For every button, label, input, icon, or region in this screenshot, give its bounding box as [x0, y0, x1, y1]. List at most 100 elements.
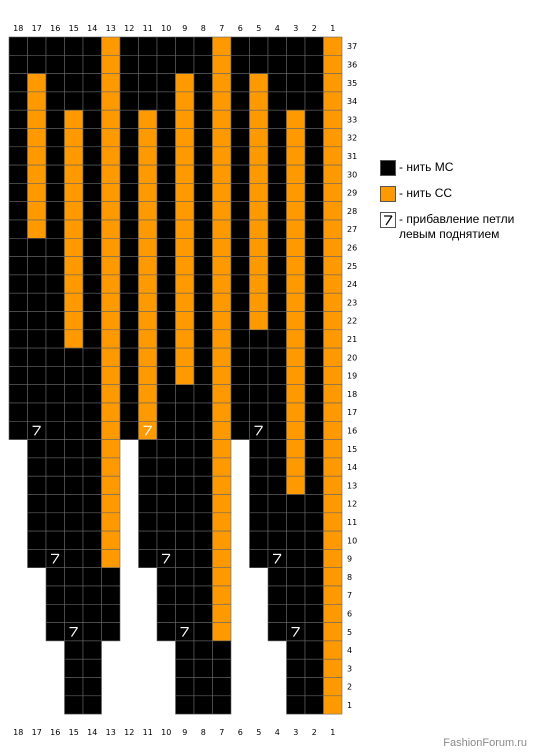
legend-increase: - прибавление петли левым поднятием — [380, 212, 514, 242]
mc-stitch-cell — [45, 494, 65, 514]
mc-stitch-cell — [230, 128, 250, 148]
mc-stitch-cell — [119, 128, 139, 148]
mc-stitch-cell — [119, 164, 139, 184]
mc-stitch-cell — [286, 73, 306, 93]
mc-stitch-cell — [82, 439, 102, 459]
cc-stitch-cell — [286, 238, 306, 257]
cc-stitch-cell — [27, 73, 47, 93]
cc-stitch-cell — [212, 329, 232, 349]
mc-stitch-cell — [82, 201, 102, 221]
mc-stitch-cell — [82, 567, 102, 587]
cc-stitch-cell — [323, 219, 343, 239]
mc-stitch-cell — [8, 311, 28, 331]
mc-stitch-cell — [8, 238, 28, 257]
cc-stitch-cell — [64, 329, 84, 349]
mc-stitch-cell — [175, 658, 195, 678]
cc-stitch-cell — [249, 146, 269, 166]
mc-stitch-cell — [64, 36, 84, 56]
mc-stitch-cell — [64, 420, 84, 440]
mc-stitch-cell — [138, 549, 158, 569]
cc-stitch-cell — [64, 164, 84, 184]
mc-stitch-cell — [304, 603, 324, 623]
mc-stitch-cell — [193, 183, 213, 202]
mc-stitch-cell — [82, 402, 102, 422]
mc-stitch-cell — [230, 91, 250, 111]
mc-stitch-cell — [230, 164, 250, 184]
mc-stitch-cell — [267, 347, 287, 367]
cc-stitch-cell — [323, 420, 343, 440]
mc-stitch-cell — [156, 274, 176, 294]
mc-stitch-cell — [304, 183, 324, 202]
mc-stitch-cell — [193, 457, 213, 477]
mc-stitch-cell — [119, 73, 139, 93]
cc-stitch-cell — [27, 164, 47, 184]
mc-stitch-cell — [8, 73, 28, 93]
mc-stitch-cell — [193, 402, 213, 422]
cc-stitch-cell — [323, 274, 343, 294]
mc-stitch-cell — [82, 457, 102, 477]
mc-stitch-cell — [156, 585, 176, 605]
mc-stitch-cell — [212, 640, 232, 660]
mc-stitch-cell — [286, 494, 306, 514]
mc-stitch-cell — [193, 311, 213, 331]
mc-stitch-cell — [267, 164, 287, 184]
column-label-bottom: 17 — [32, 728, 42, 737]
cc-stitch-cell — [249, 274, 269, 294]
mc-stitch-cell — [138, 91, 158, 111]
mc-stitch-cell — [286, 530, 306, 550]
mc-stitch-cell — [230, 219, 250, 239]
mc-stitch-cell — [27, 36, 47, 56]
cc-stitch-cell — [101, 384, 121, 404]
mc-stitch-cell — [119, 238, 139, 257]
cc-stitch-cell — [249, 201, 269, 221]
row-label: 12 — [347, 500, 357, 509]
mc-stitch-cell — [267, 54, 287, 74]
mc-stitch-cell — [64, 439, 84, 459]
column-label-top: 4 — [275, 24, 280, 33]
mc-stitch-cell — [175, 549, 195, 569]
cc-stitch-cell — [27, 146, 47, 166]
mc-stitch-cell — [230, 36, 250, 56]
cc-stitch-cell — [249, 164, 269, 184]
column-label-top: 15 — [69, 24, 79, 33]
row-label: 8 — [347, 573, 352, 582]
mc-stitch-cell — [304, 695, 324, 715]
cc-stitch-cell — [175, 146, 195, 166]
mc-stitch-cell — [64, 54, 84, 74]
mc-stitch-cell — [138, 36, 158, 56]
cc-stitch-cell — [323, 640, 343, 660]
mc-stitch-cell — [304, 549, 324, 569]
row-label: 13 — [347, 481, 357, 490]
row-label: 29 — [347, 189, 357, 198]
row-label: 22 — [347, 317, 357, 326]
mc-stitch-cell — [45, 36, 65, 56]
mc-stitch-cell — [193, 640, 213, 660]
cc-stitch-cell — [249, 311, 269, 331]
column-label-bottom: 3 — [293, 728, 298, 737]
cc-stitch-cell — [138, 146, 158, 166]
mc-stitch-cell — [286, 640, 306, 660]
mc-stitch-cell — [175, 622, 195, 642]
mc-stitch-cell — [138, 439, 158, 459]
mc-stitch-cell — [304, 494, 324, 514]
cc-stitch-cell — [323, 311, 343, 331]
mc-stitch-cell — [156, 622, 176, 642]
mc-stitch-cell — [230, 183, 250, 202]
cc-stitch-cell — [323, 256, 343, 276]
cc-stitch-cell — [212, 146, 232, 166]
mc-stitch-cell — [119, 54, 139, 74]
mc-stitch-cell — [45, 549, 65, 569]
mc-stitch-cell — [175, 36, 195, 56]
mc-stitch-cell — [156, 384, 176, 404]
mc-stitch-cell — [82, 292, 102, 312]
mc-stitch-cell — [193, 91, 213, 111]
cc-stitch-cell — [249, 292, 269, 312]
mc-stitch-cell — [45, 585, 65, 605]
cc-stitch-cell — [323, 201, 343, 221]
mc-stitch-cell — [249, 420, 269, 440]
mc-stitch-cell — [304, 567, 324, 587]
column-label-top: 11 — [143, 24, 153, 33]
mc-stitch-cell — [193, 238, 213, 257]
mc-stitch-cell — [82, 54, 102, 74]
cc-stitch-cell — [323, 439, 343, 459]
